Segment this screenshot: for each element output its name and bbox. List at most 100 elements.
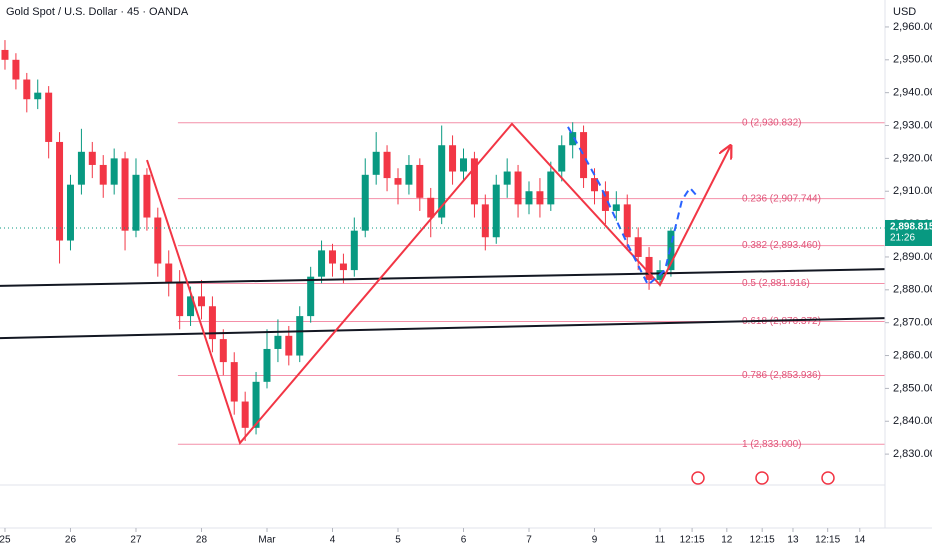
last-price-label: 2,898.815 [890, 222, 932, 233]
fib-label: 0.786 (2,853.936) [742, 370, 821, 381]
candle-body [514, 171, 522, 205]
candle-body [438, 145, 446, 218]
y-tick-label: 2,940.000 [893, 87, 932, 99]
y-tick-label: 2,860.000 [893, 349, 932, 361]
candle-body [132, 174, 140, 231]
candle-body [187, 296, 195, 317]
candle-body [121, 158, 129, 231]
y-tick-label: 2,830.000 [893, 448, 932, 460]
trendline [0, 317, 886, 340]
event-icon[interactable] [821, 471, 835, 485]
y-tick-label: 2,950.000 [893, 54, 932, 66]
drawings [0, 122, 886, 445]
chart-title: Gold Spot / U.S. Dollar · 45 · OANDA [6, 6, 189, 18]
candle-body [580, 132, 588, 179]
y-tick-label: 2,920.000 [893, 152, 932, 164]
candle-body [197, 296, 205, 307]
x-tick-label: 14 [854, 535, 866, 546]
candle-body [525, 191, 533, 205]
candle-body [459, 158, 467, 172]
currency: USD [893, 6, 916, 18]
candle-body [481, 204, 489, 238]
candle-body [154, 217, 162, 264]
candle-body [1, 49, 9, 60]
candle-body [56, 141, 64, 241]
candle-body [667, 230, 675, 271]
candle-body [383, 151, 391, 179]
x-tick-label: 26 [65, 535, 77, 546]
fib-label: 0.236 (2,907.744) [742, 193, 821, 204]
y-tick-label: 2,910.000 [893, 185, 932, 197]
countdown: 21:26 [890, 233, 915, 244]
candle-body [88, 151, 96, 165]
candle-body [99, 164, 107, 185]
candles [1, 40, 675, 441]
candle-body [176, 283, 184, 317]
candle-body [372, 151, 380, 175]
event-icon[interactable] [755, 471, 769, 485]
x-tick-label: 12 [721, 535, 733, 546]
candle-body [558, 145, 566, 172]
candle-body [470, 158, 478, 205]
candle-body [536, 191, 544, 205]
candle-body [601, 191, 609, 211]
x-tick-label: 7 [526, 535, 532, 546]
candle-body [590, 178, 598, 192]
candle-body [307, 276, 315, 317]
candle-body [12, 59, 20, 80]
price-axis-bg [885, 0, 932, 550]
x-tick-label: Mar [258, 535, 276, 546]
candle-body [263, 348, 271, 382]
fib-label: 0 (2,930.832) [742, 117, 802, 128]
candle-body [350, 230, 358, 271]
y-tick-label: 2,880.000 [893, 284, 932, 296]
zigzag [146, 122, 730, 445]
candle-body [110, 158, 118, 185]
candle-body [427, 197, 435, 218]
trendline [0, 268, 886, 287]
x-tick-label: 25 [0, 535, 11, 546]
candle-body [634, 237, 642, 257]
candle-body [623, 204, 631, 238]
candle-body [394, 178, 402, 185]
candle-body [547, 171, 555, 205]
x-tick-label: 4 [330, 535, 336, 546]
candle-body [66, 184, 74, 241]
y-tick-label: 2,890.000 [893, 251, 932, 263]
candle-body [230, 362, 238, 402]
x-tick-label: 6 [461, 535, 467, 546]
projection [567, 126, 699, 287]
x-tick-label: 12:15 [750, 535, 775, 546]
candle-body [569, 132, 577, 146]
x-tick-label: 12:15 [680, 535, 705, 546]
x-tick-label: 9 [592, 535, 598, 546]
candle-body [241, 401, 249, 428]
fib-label: 0.382 (2,893.460) [742, 240, 821, 251]
candle-body [318, 250, 326, 277]
candle-body [405, 164, 413, 185]
candle-body [45, 92, 53, 142]
x-tick-label: 27 [130, 535, 142, 546]
candle-body [165, 263, 173, 284]
x-tick-label: 13 [787, 535, 799, 546]
candle-body [252, 381, 260, 428]
candle-body [208, 306, 216, 340]
fib-label: 1 (2,833.000) [742, 439, 802, 450]
y-tick-label: 2,870.000 [893, 317, 932, 329]
x-tick-label: 5 [395, 535, 401, 546]
candle-body [492, 184, 500, 238]
fib-label: 0.5 (2,881.916) [742, 278, 810, 289]
event-icon[interactable] [691, 471, 705, 485]
last-price-box [885, 219, 932, 246]
candle-body [449, 145, 457, 172]
candle-body [23, 79, 31, 100]
x-tick-label: 28 [196, 535, 208, 546]
x-tick-label: 11 [655, 535, 666, 546]
candle-body [612, 204, 620, 211]
candle-body [645, 256, 653, 280]
candle-body [143, 174, 151, 218]
candle-body [219, 339, 227, 363]
candle-body [416, 164, 424, 198]
fib-label: 0.618 (2,870.372) [742, 316, 821, 327]
